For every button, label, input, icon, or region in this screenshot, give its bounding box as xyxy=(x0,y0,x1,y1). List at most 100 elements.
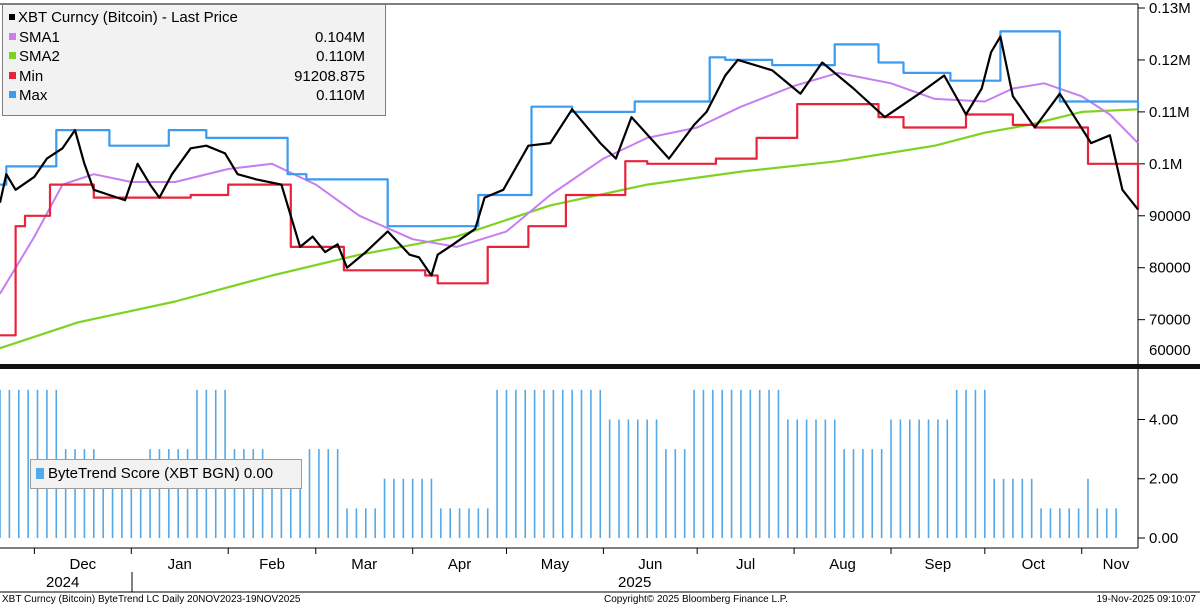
score-bar xyxy=(993,478,995,538)
score-bar xyxy=(646,419,648,538)
score-bar xyxy=(627,419,630,538)
x-year-label: 2024 xyxy=(46,574,79,591)
score-bar xyxy=(833,419,836,538)
score-bar xyxy=(974,389,977,538)
x-month-label: Jul xyxy=(736,556,755,573)
score-bar xyxy=(374,508,376,538)
score-bar xyxy=(261,449,264,538)
score-bar xyxy=(243,449,245,538)
score-bar xyxy=(665,449,667,538)
score-bar xyxy=(393,478,395,538)
score-bar xyxy=(327,449,330,538)
score-bar xyxy=(1002,478,1005,538)
score-bar xyxy=(1087,478,1089,538)
score-bar xyxy=(383,478,386,538)
score-bar xyxy=(0,389,1,538)
score-bar xyxy=(8,389,11,538)
legend-value-bytetrend: 0.00 xyxy=(243,465,274,482)
score-bar xyxy=(1068,508,1071,538)
score-bar xyxy=(843,449,845,538)
score-bar xyxy=(561,389,564,538)
x-month-label: Sep xyxy=(925,556,952,573)
series-line-sma1 xyxy=(0,71,1139,295)
score-bar xyxy=(233,449,236,538)
x-month-label: Apr xyxy=(448,556,471,573)
legend-value-max: 0.110M xyxy=(316,87,365,104)
legend-swatch-min xyxy=(9,71,16,79)
score-bar xyxy=(636,419,639,538)
price-legend: XBT Curncy (Bitcoin) - Last Price SMA1 0… xyxy=(2,4,386,116)
score-bar xyxy=(984,389,986,538)
bytetrend-legend: ByteTrend Score (XBT BGN) 0.00 xyxy=(30,459,302,489)
score-bar xyxy=(768,389,770,538)
score-bar xyxy=(1049,508,1052,538)
score-bar xyxy=(1059,508,1061,538)
legend-label-sma2: SMA2 xyxy=(19,48,60,65)
score-bar xyxy=(1096,508,1099,538)
score-bar xyxy=(308,449,311,538)
score-bar xyxy=(730,389,733,538)
score-bar xyxy=(346,508,348,538)
score-bar xyxy=(486,508,489,538)
legend-entry-last-price: XBT Curncy (Bitcoin) - Last Price xyxy=(9,8,379,28)
footer-right: 19-Nov-2025 09:10:07 xyxy=(1096,594,1196,605)
score-bar xyxy=(1040,508,1042,538)
score-bar xyxy=(177,449,180,538)
legend-swatch-bytetrend xyxy=(36,468,44,479)
price-y-tick-label: 0.1M xyxy=(1149,156,1182,173)
score-bar xyxy=(580,389,583,538)
score-bar xyxy=(27,389,29,538)
score-bar xyxy=(92,449,95,538)
score-bar xyxy=(149,449,151,538)
price-y-tick-label: 90000 xyxy=(1149,208,1191,225)
score-bar xyxy=(533,389,536,538)
score-bar xyxy=(1077,508,1080,538)
score-bar xyxy=(571,389,573,538)
score-bar xyxy=(871,449,874,538)
score-bar xyxy=(1030,478,1033,538)
score-bar xyxy=(899,419,902,538)
score-bar xyxy=(402,478,405,538)
score-bar xyxy=(186,449,189,538)
x-month-label: May xyxy=(541,556,570,573)
x-month-label: Oct xyxy=(1022,556,1046,573)
score-bar xyxy=(64,449,67,538)
score-bar xyxy=(543,389,545,538)
score-bar xyxy=(702,389,705,538)
score-bar xyxy=(168,449,170,538)
score-bar xyxy=(758,389,761,538)
score-bar xyxy=(721,389,723,538)
score-bar xyxy=(364,508,367,538)
score-bar xyxy=(102,478,104,538)
score-bar xyxy=(890,419,892,538)
legend-entry-sma2: SMA2 0.110M xyxy=(9,47,379,67)
score-bar xyxy=(927,419,930,538)
panel-divider xyxy=(0,364,1200,369)
score-bar xyxy=(937,419,939,538)
score-bar xyxy=(440,508,442,538)
score-y-tick-label: 4.00 xyxy=(1149,411,1178,428)
price-y-tick-label: 0.11M xyxy=(1149,104,1190,121)
score-bar xyxy=(740,389,742,538)
footer-center: Copyright© 2025 Bloomberg Finance L.P. xyxy=(604,594,788,605)
legend-swatch-sma2 xyxy=(9,52,16,59)
price-y-tick-label: 0.13M xyxy=(1149,0,1191,17)
score-bar xyxy=(130,478,133,538)
score-bar xyxy=(693,389,695,538)
score-bar xyxy=(524,389,527,538)
score-bar xyxy=(139,478,142,538)
score-bar xyxy=(430,478,433,538)
score-bar xyxy=(252,449,255,538)
score-bar xyxy=(777,389,780,538)
score-bar xyxy=(299,478,301,538)
score-bar xyxy=(449,508,451,538)
score-bar xyxy=(862,449,864,538)
price-y-tick-label: 0.12M xyxy=(1149,52,1191,69)
score-bar xyxy=(1021,478,1024,538)
score-bar xyxy=(158,449,161,538)
x-month-label: Jun xyxy=(638,556,662,573)
score-bar xyxy=(946,419,949,538)
score-bar xyxy=(1012,478,1014,538)
score-bar xyxy=(271,478,273,538)
score-y-tick-label: 2.00 xyxy=(1149,471,1178,488)
